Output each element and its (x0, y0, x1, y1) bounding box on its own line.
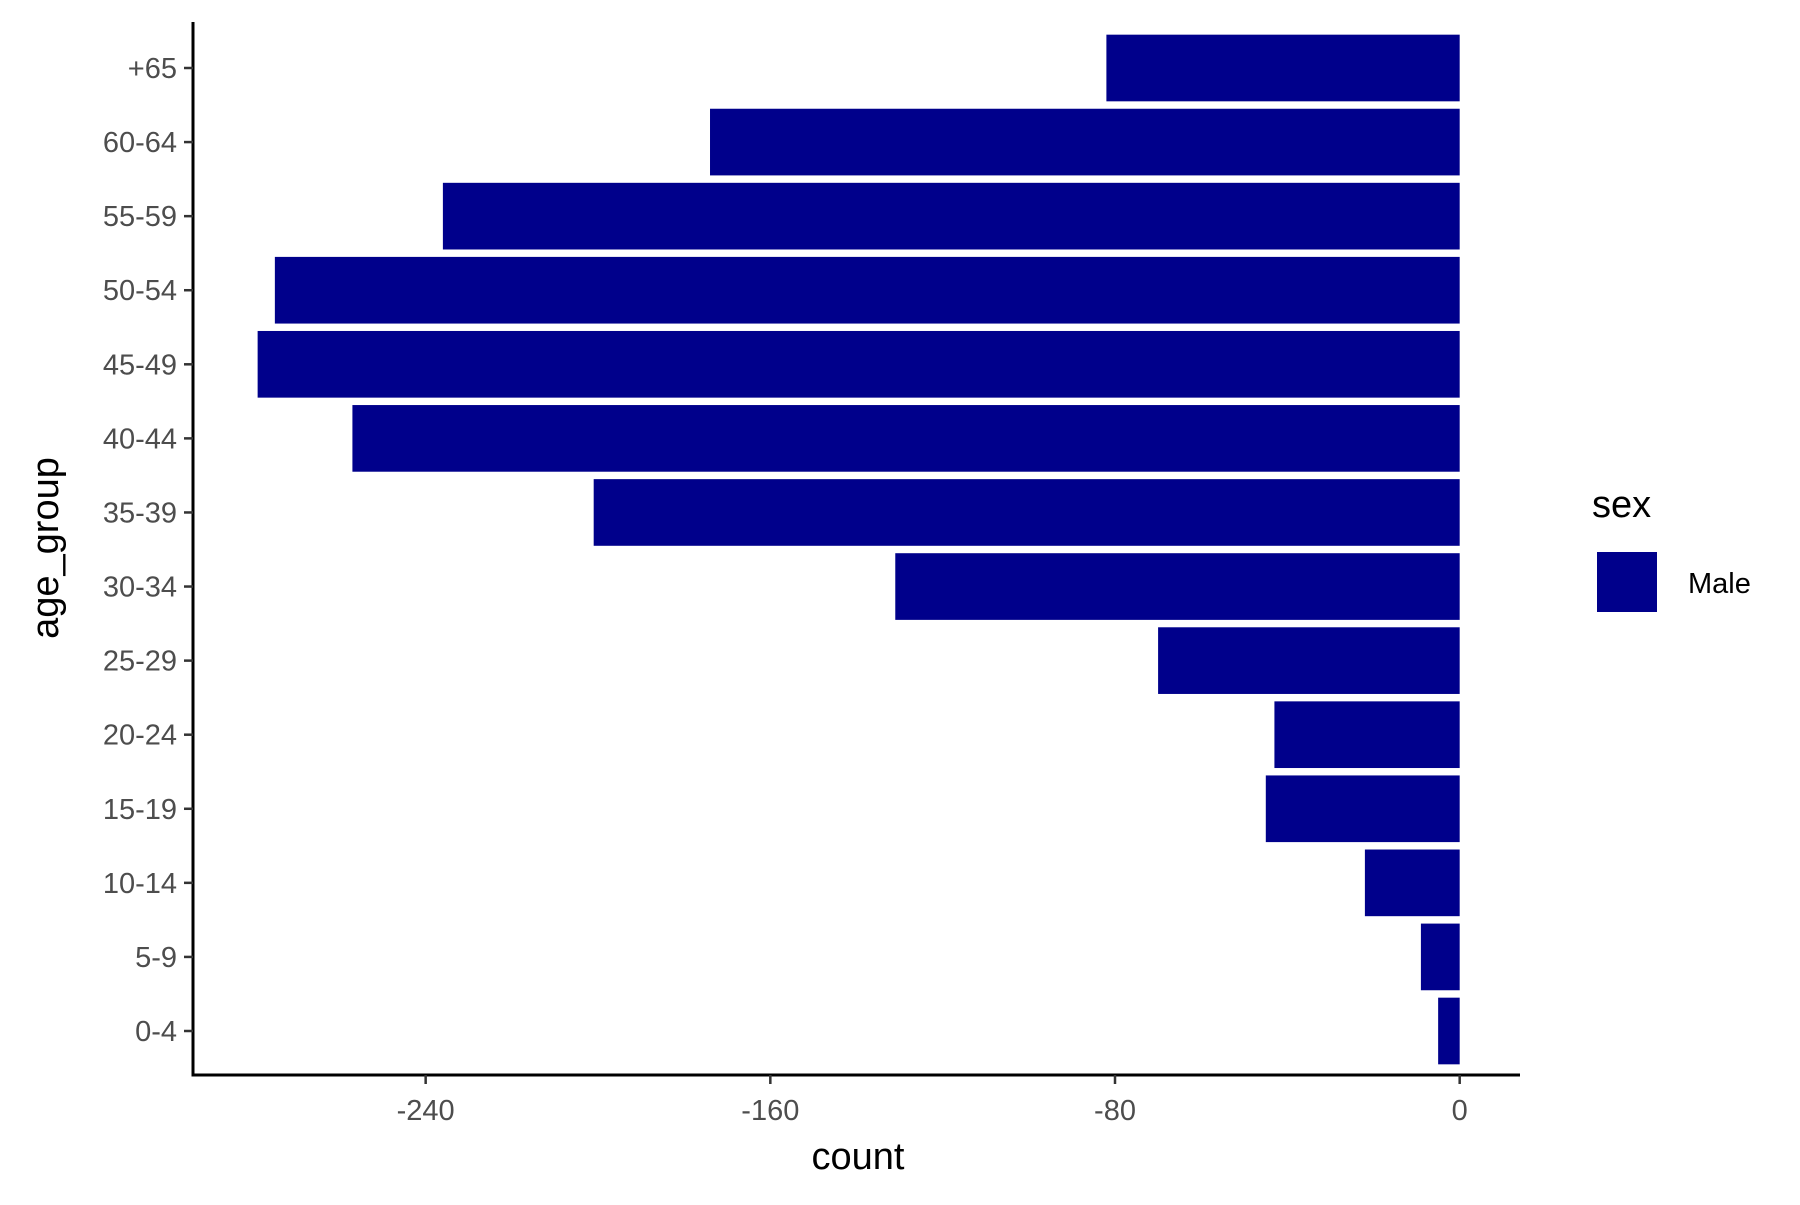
y-axis-title: age_group (25, 457, 67, 639)
bar-60-64 (710, 108, 1460, 176)
bar-35-39 (593, 479, 1460, 546)
bar-30-34 (895, 553, 1460, 620)
legend: sex Male (1592, 484, 1751, 612)
y-tick-label: 15-19 (103, 794, 177, 826)
bar-25-29 (1158, 627, 1460, 694)
y-tick-label: 20-24 (103, 720, 177, 752)
x-tick-label: -80 (1094, 1095, 1136, 1127)
legend-label-male: Male (1688, 568, 1751, 600)
y-tick-label: 25-29 (103, 646, 177, 678)
bar-50-54 (274, 256, 1460, 324)
bar-20-24 (1274, 701, 1460, 769)
y-tick-label: 5-9 (135, 942, 177, 974)
y-tick-label: 10-14 (103, 868, 177, 900)
axes-layer (191, 22, 1520, 1077)
bar-0-4 (1438, 997, 1460, 1065)
y-tick-label: 45-49 (103, 349, 177, 381)
x-ticks-layer: -240 -160 -80 0 (397, 1075, 1468, 1127)
legend-key-male (1597, 552, 1657, 612)
y-tick-label: 30-34 (103, 572, 177, 604)
y-tick-label: 50-54 (103, 275, 177, 307)
y-tick-label: 60-64 (103, 127, 177, 159)
bar-45-49 (257, 330, 1460, 398)
y-tick-label: +65 (128, 53, 177, 85)
legend-title: sex (1592, 484, 1651, 526)
x-tick-label: -240 (397, 1095, 455, 1127)
x-tick-label: -160 (741, 1095, 799, 1127)
bar-plus65 (1106, 34, 1460, 102)
y-ticks-layer: 0-4 5-9 10-14 15-19 20-24 25-29 30-34 35-39 40-4… (103, 53, 193, 1048)
bar-40-44 (352, 405, 1460, 472)
y-tick-label: 40-44 (103, 423, 177, 455)
y-tick-label: 0-4 (135, 1016, 177, 1048)
bar-15-19 (1265, 775, 1460, 843)
bar-5-9 (1420, 923, 1460, 991)
y-tick-label: 35-39 (103, 497, 177, 529)
bars-layer (257, 34, 1460, 1065)
bar-10-14 (1364, 849, 1460, 917)
bar-55-59 (442, 182, 1460, 250)
x-tick-label: 0 (1452, 1095, 1468, 1127)
x-axis-title: count (812, 1136, 905, 1178)
y-tick-label: 55-59 (103, 201, 177, 233)
